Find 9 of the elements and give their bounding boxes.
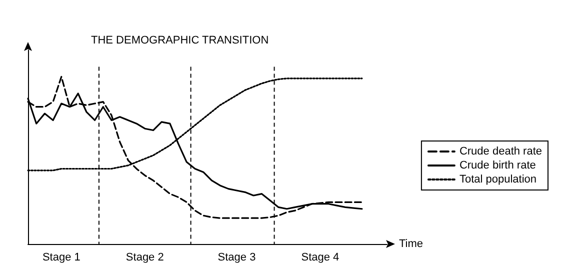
x-tick-label: Stage 2 [126,252,164,264]
x-tick-label: Stage 1 [42,252,80,264]
x-tick-label: Stage 3 [218,252,256,264]
x-tick-label: Stage 4 [301,252,340,264]
x-axis-title: Time [399,238,424,250]
legend-label: Crude death rate [459,146,542,158]
chart-title: THE DEMOGRAPHIC TRANSITION [91,34,269,46]
legend-label: Total population [459,174,537,186]
legend-label: Crude birth rate [459,160,536,172]
